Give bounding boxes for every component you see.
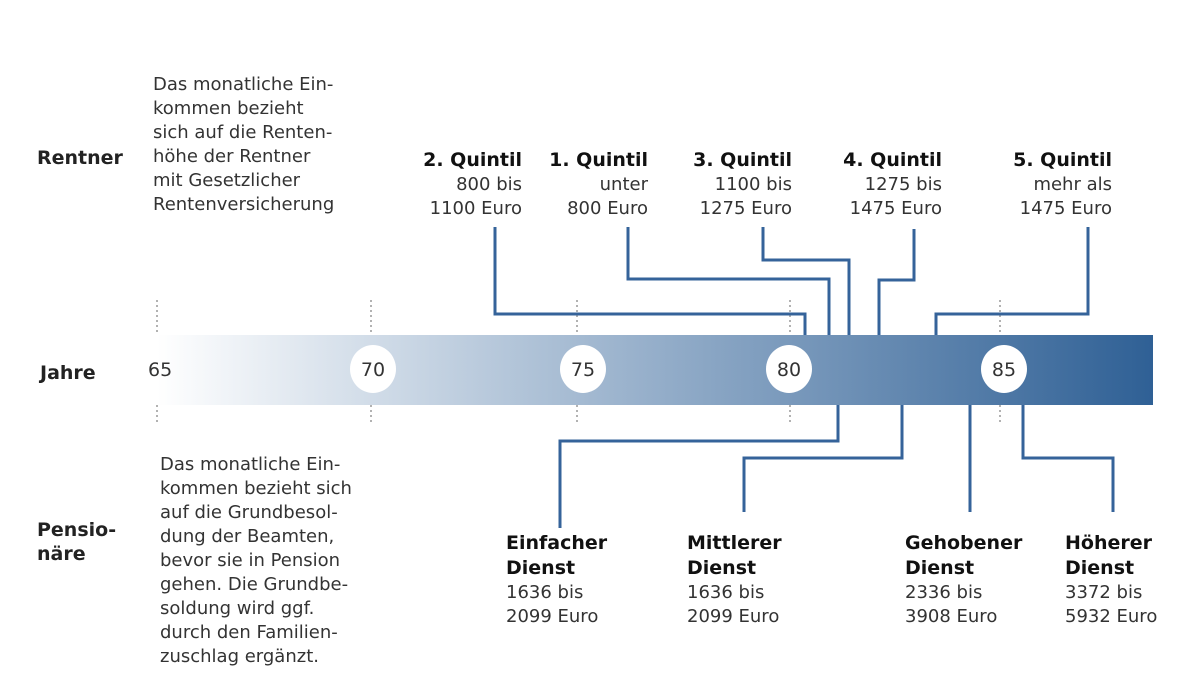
- quintil-range: 1100 bis: [714, 174, 792, 195]
- dienst-range: 2099 Euro: [506, 606, 599, 627]
- note-line: mit Gesetzlicher: [153, 170, 301, 191]
- note-line: kommen bezieht sich: [160, 478, 352, 499]
- dienst-hoeherer: Höherer Dienst 3372 bis 5932 Euro: [1065, 531, 1157, 629]
- note-line: Das monatliche Ein-: [153, 74, 334, 95]
- dienst-title: Einfacher: [506, 532, 608, 554]
- pension-note: Das monatliche Ein- kommen bezieht sich …: [160, 453, 352, 669]
- dienst-mittlerer: Mittlerer Dienst 1636 bis 2099 Euro: [687, 531, 782, 629]
- dienst-title: Dienst: [687, 557, 757, 579]
- dienst-title: Gehobener: [905, 532, 1023, 554]
- dienst-title: Höherer: [1065, 532, 1152, 554]
- dienst-range: 3908 Euro: [905, 606, 998, 627]
- quintil-title: 2. Quintil: [423, 149, 522, 171]
- quintil-title: 5. Quintil: [1013, 149, 1112, 171]
- note-line: auf die Grundbesol-: [160, 502, 338, 523]
- dienst-range: 1636 bis: [506, 582, 584, 603]
- quintil-range: mehr als: [1033, 174, 1112, 195]
- note-line: kommen bezieht: [153, 98, 304, 119]
- quintil-range: 1475 Euro: [849, 198, 942, 219]
- quintil-2: 2. Quintil 800 bis 1100 Euro: [423, 148, 522, 221]
- label-jahre: Jahre: [40, 362, 96, 384]
- note-line: bevor sie in Pension: [160, 550, 341, 571]
- quintil-1: 1. Quintil unter 800 Euro: [549, 148, 648, 221]
- quintil-range: 800 Euro: [567, 198, 648, 219]
- note-line: durch den Familien-: [160, 622, 338, 643]
- dienst-einfacher: Einfacher Dienst 1636 bis 2099 Euro: [506, 531, 607, 629]
- quintil-5: 5. Quintil mehr als 1475 Euro: [1013, 148, 1112, 221]
- note-line: höhe der Rentner: [153, 146, 311, 167]
- note-line: Das monatliche Ein-: [160, 454, 341, 475]
- connector-quintil-4: [877, 229, 916, 335]
- note-line: gehen. Die Grundbe-: [160, 574, 349, 595]
- tick-80: 80: [777, 359, 801, 381]
- dienst-gehobener: Gehobener Dienst 2336 bis 3908 Euro: [905, 531, 1022, 629]
- quintil-range: 1475 Euro: [1019, 198, 1112, 219]
- connector-einfacher: [558, 405, 840, 528]
- connector-quintil-1: [626, 227, 831, 335]
- dienst-range: 3372 bis: [1065, 582, 1143, 603]
- quintil-title: 1. Quintil: [549, 149, 648, 171]
- tick-85: 85: [992, 359, 1016, 381]
- quintil-3: 3. Quintil 1100 bis 1275 Euro: [693, 148, 792, 221]
- dienst-title: Dienst: [506, 557, 576, 579]
- note-line: soldung wird ggf.: [160, 598, 315, 619]
- connector-mittlerer: [742, 405, 904, 512]
- dienst-title: Dienst: [1065, 557, 1135, 579]
- quintil-range: 1100 Euro: [429, 198, 522, 219]
- dienst-title: Mittlerer: [687, 532, 782, 554]
- tick-70: 70: [361, 359, 385, 381]
- dienst-range: 1636 bis: [687, 582, 765, 603]
- quintil-range: 1275 bis: [864, 174, 942, 195]
- note-line: dung der Beamten,: [160, 526, 335, 547]
- note-line: zuschlag ergänzt.: [160, 646, 319, 667]
- label-pensionaere: Pensio- näre: [37, 518, 116, 566]
- quintil-title: 3. Quintil: [693, 149, 792, 171]
- connectors: [493, 227, 1115, 528]
- connector-hoeherer: [1021, 405, 1115, 512]
- tick-guides: [156, 300, 1001, 425]
- age-markers: 65 70 75 80 85: [148, 345, 1027, 393]
- quintil-range: unter: [599, 174, 648, 195]
- dienst-range: 2099 Euro: [687, 606, 780, 627]
- label-rentner: Rentner: [37, 147, 123, 169]
- dienst-range: 5932 Euro: [1065, 606, 1158, 627]
- tick-75: 75: [571, 359, 595, 381]
- quintil-range: 1275 Euro: [699, 198, 792, 219]
- connector-quintil-5: [934, 227, 1090, 335]
- connector-quintil-3: [761, 227, 851, 335]
- label-line: Pensio-: [37, 519, 117, 541]
- quintil-4: 4. Quintil 1275 bis 1475 Euro: [843, 148, 942, 221]
- rentner-note: Das monatliche Ein- kommen bezieht sich …: [153, 73, 334, 217]
- note-line: Rentenversicherung: [153, 194, 335, 215]
- quintil-range: 800 bis: [456, 174, 522, 195]
- dienst-range: 2336 bis: [905, 582, 983, 603]
- dienst-title: Dienst: [905, 557, 975, 579]
- tick-65: 65: [148, 359, 172, 381]
- quintil-title: 4. Quintil: [843, 149, 942, 171]
- connector-quintil-2: [493, 227, 807, 335]
- note-line: sich auf die Renten-: [153, 122, 333, 143]
- label-line: näre: [37, 543, 86, 565]
